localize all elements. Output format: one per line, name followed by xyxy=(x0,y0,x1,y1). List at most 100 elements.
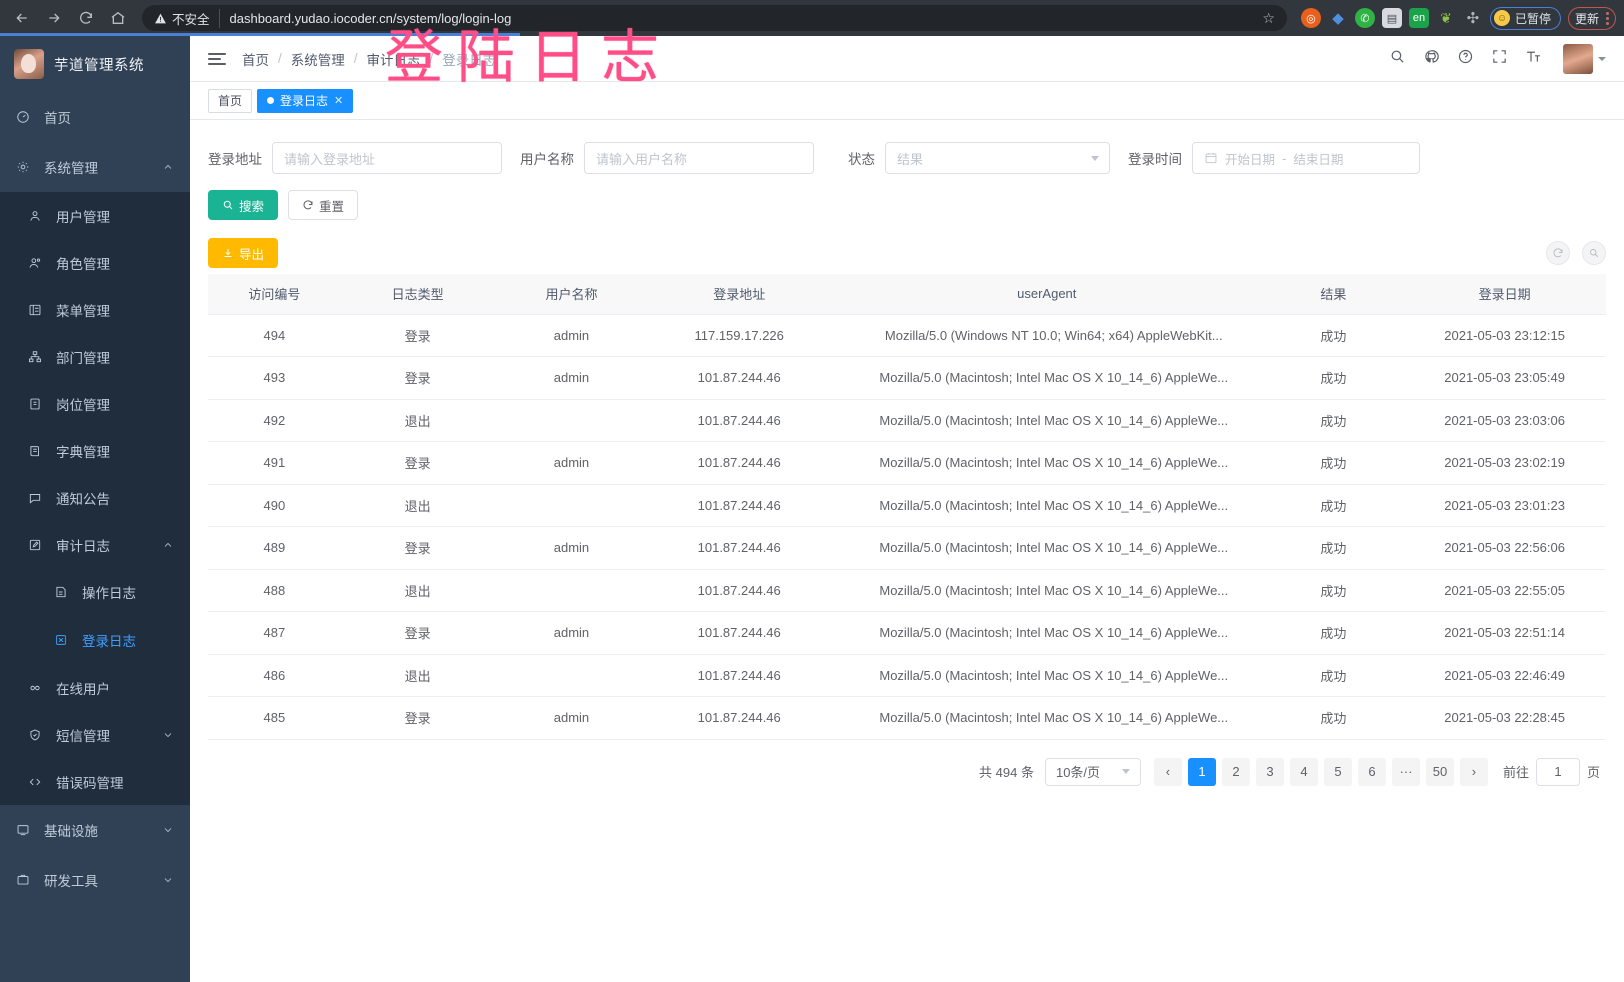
back-button[interactable] xyxy=(8,4,36,32)
cell-user-agent: Mozilla/5.0 (Macintosh; Intel Mac OS X 1… xyxy=(830,399,1264,442)
search-button[interactable]: 搜索 xyxy=(208,190,279,220)
chevron-down-icon xyxy=(1091,155,1099,161)
column-header-result[interactable]: 结果 xyxy=(1263,274,1404,315)
table-row[interactable]: 490 退出 101.87.244.46 Mozilla/5.0 (Macintosh… xyxy=(208,484,1606,527)
table-row[interactable]: 486 退出 101.87.244.46 Mozilla/5.0 (Macintosh… xyxy=(208,654,1606,697)
sidebar-item-sms-management[interactable]: 短信管理 xyxy=(0,711,190,758)
column-header-date[interactable]: 登录日期 xyxy=(1403,274,1606,315)
pagination-page-2[interactable]: 2 xyxy=(1221,757,1250,786)
search-icon[interactable] xyxy=(1389,48,1406,70)
page-size-select[interactable]: 10条/页 xyxy=(1044,757,1141,786)
paused-status-pill[interactable]: ☺ 已暂停 xyxy=(1489,6,1561,30)
sidebar-item-dept-management[interactable]: 部门管理 xyxy=(0,333,190,380)
placeholder-text: 结果 xyxy=(897,151,924,167)
font-size-icon[interactable] xyxy=(1525,48,1542,70)
table-row[interactable]: 494 登录 admin 117.159.17.226 Mozilla/5.0 (Win… xyxy=(208,314,1606,357)
home-icon[interactable] xyxy=(104,4,132,32)
leaf-extension-icon[interactable]: ❦ xyxy=(1440,9,1452,26)
username-input[interactable]: 请输入用户名称 xyxy=(584,142,814,174)
pagination-page-3[interactable]: 3 xyxy=(1255,757,1284,786)
pagination-page-4[interactable]: 4 xyxy=(1289,757,1318,786)
table-row[interactable]: 493 登录 admin 101.87.244.46 Mozilla/5.0 (Maci… xyxy=(208,356,1606,400)
user-menu[interactable] xyxy=(1563,43,1606,74)
column-header-type[interactable]: 日志类型 xyxy=(340,274,495,315)
sidebar-item-role-management[interactable]: 角色管理 xyxy=(0,239,190,286)
tab-home[interactable]: 首页 xyxy=(208,88,253,113)
status-select[interactable]: 结果 xyxy=(885,142,1110,174)
table-row[interactable]: 487 登录 admin 101.87.244.46 Mozilla/5.0 (Maci… xyxy=(208,611,1606,655)
breadcrumb-item[interactable]: 首页 xyxy=(242,52,269,68)
address-bar[interactable]: 不安全 dashboard.yudao.iocoder.cn/system/lo… xyxy=(142,5,1287,31)
cell-username: admin xyxy=(494,356,649,400)
browser-menu-icon[interactable] xyxy=(1604,11,1609,25)
breadcrumb-separator: / xyxy=(278,51,282,66)
table-row[interactable]: 492 退出 101.87.244.46 Mozilla/5.0 (Macintosh… xyxy=(208,399,1606,442)
sidebar-item-infrastructure[interactable]: 基础设施 xyxy=(0,805,190,855)
sidebar-item-system[interactable]: 系统管理 xyxy=(0,142,190,192)
sidebar-item-post-management[interactable]: 岗位管理 xyxy=(0,380,190,427)
wechat-extension-icon[interactable]: ✆ xyxy=(1354,8,1375,28)
toggle-search-icon[interactable] xyxy=(1582,241,1606,265)
cell-user-agent: Mozilla/5.0 (Windows NT 10.0; Win64; x64… xyxy=(830,314,1264,357)
help-icon[interactable] xyxy=(1457,48,1474,70)
translate-extension-icon[interactable]: en xyxy=(1408,8,1429,28)
ubuntu-extension-icon[interactable]: ◎ xyxy=(1300,8,1321,28)
reload-icon[interactable] xyxy=(72,4,100,32)
bookmark-star-icon[interactable]: ☆ xyxy=(1262,9,1275,26)
pagination-prev[interactable]: ‹ xyxy=(1153,757,1182,786)
topbar: 首页 / 系统管理 / 审计日志 / 登录日志 xyxy=(190,36,1624,82)
fullscreen-icon[interactable] xyxy=(1491,48,1508,70)
table-row[interactable]: 491 登录 admin 101.87.244.46 Mozilla/5.0 (Maci… xyxy=(208,441,1606,485)
close-icon[interactable]: ✕ xyxy=(334,95,344,107)
sidebar-toggle-icon[interactable] xyxy=(208,52,226,65)
pagination-page-5[interactable]: 5 xyxy=(1323,757,1352,786)
column-header-ua[interactable]: userAgent xyxy=(830,274,1264,315)
sidebar-item-audit-log[interactable]: 审计日志 xyxy=(0,521,190,568)
github-icon[interactable] xyxy=(1423,48,1440,70)
tab-dot-icon xyxy=(267,97,275,104)
cell-login-address: 101.87.244.46 xyxy=(648,399,831,442)
security-label: 不安全 xyxy=(172,12,210,27)
table-row[interactable]: 485 登录 admin 101.87.244.46 Mozilla/5.0 (Maci… xyxy=(208,696,1606,740)
update-button[interactable]: 更新 xyxy=(1567,6,1616,30)
puzzle-extension-icon[interactable]: ✣ xyxy=(1466,10,1480,27)
tab-login-log[interactable]: 登录日志 ✕ xyxy=(257,88,354,113)
sidebar-item-dict-management[interactable]: 字典管理 xyxy=(0,427,190,474)
pagination-page-50[interactable]: 50 xyxy=(1425,757,1454,786)
pagination-page-6[interactable]: 6 xyxy=(1357,757,1386,786)
breadcrumb-item[interactable]: 系统管理 xyxy=(290,52,345,68)
column-header-addr[interactable]: 登录地址 xyxy=(648,274,831,315)
sidebar-item-notice[interactable]: 通知公告 xyxy=(0,474,190,521)
column-header-user[interactable]: 用户名称 xyxy=(494,274,649,315)
chevron-up-icon xyxy=(162,539,174,551)
pagination-page-···[interactable]: ··· xyxy=(1391,757,1420,786)
sidebar-item-online-user[interactable]: 在线用户 xyxy=(0,664,190,711)
security-indicator[interactable]: 不安全 xyxy=(154,8,220,28)
column-header-id[interactable]: 访问编号 xyxy=(208,274,341,315)
diamond-extension-icon[interactable]: ◆ xyxy=(1332,10,1344,27)
sidebar-item-login-log[interactable]: 登录日志 xyxy=(0,616,190,664)
sidebar-item-operation-log[interactable]: 操作日志 xyxy=(0,568,190,616)
export-button[interactable]: 导出 xyxy=(208,238,279,268)
cell-login-date: 2021-05-03 23:02:19 xyxy=(1403,441,1606,485)
sidebar-item-error-code[interactable]: 错误码管理 xyxy=(0,758,190,805)
sidebar-item-home[interactable]: 首页 xyxy=(0,92,190,142)
brand[interactable]: 芋道管理系统 xyxy=(0,36,190,92)
refresh-icon[interactable] xyxy=(1546,241,1570,265)
table-row[interactable]: 488 退出 101.87.244.46 Mozilla/5.0 (Macintosh… xyxy=(208,569,1606,612)
breadcrumb-item[interactable]: 审计日志 xyxy=(366,52,421,68)
pagination-page-1[interactable]: 1 xyxy=(1187,757,1216,786)
sidebar-item-dev-tools[interactable]: 研发工具 xyxy=(0,855,190,905)
pagination-next[interactable]: › xyxy=(1459,757,1488,786)
sidebar-item-user-management[interactable]: 用户管理 xyxy=(0,192,190,239)
cell-log-type: 登录 xyxy=(340,356,495,400)
table-row[interactable]: 489 登录 admin 101.87.244.46 Mozilla/5.0 (Maci… xyxy=(208,526,1606,570)
sidebar-item-menu-management[interactable]: 菜单管理 xyxy=(0,286,190,333)
reset-button[interactable]: 重置 xyxy=(288,190,359,220)
forward-button[interactable] xyxy=(40,4,68,32)
login-time-daterange[interactable]: 开始日期 - 结束日期 xyxy=(1192,142,1420,174)
jump-page-input[interactable]: 1 xyxy=(1535,757,1580,786)
login-address-input[interactable]: 请输入登录地址 xyxy=(272,142,502,174)
button-label: 重置 xyxy=(319,199,345,214)
notes-extension-icon[interactable]: ▤ xyxy=(1381,8,1402,28)
